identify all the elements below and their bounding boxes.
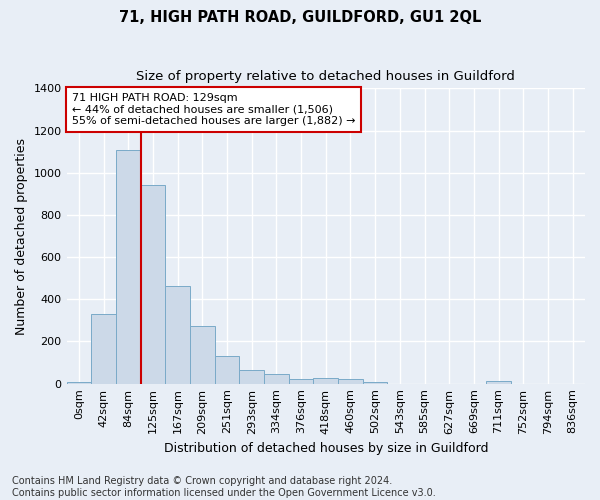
Bar — [67, 382, 91, 384]
Bar — [215, 356, 239, 384]
Text: Contains HM Land Registry data © Crown copyright and database right 2024.
Contai: Contains HM Land Registry data © Crown c… — [12, 476, 436, 498]
Bar — [190, 326, 215, 384]
Bar — [91, 314, 116, 384]
Text: 71, HIGH PATH ROAD, GUILDFORD, GU1 2QL: 71, HIGH PATH ROAD, GUILDFORD, GU1 2QL — [119, 10, 481, 25]
Text: 71 HIGH PATH ROAD: 129sqm
← 44% of detached houses are smaller (1,506)
55% of se: 71 HIGH PATH ROAD: 129sqm ← 44% of detac… — [72, 93, 355, 126]
Bar — [289, 380, 313, 384]
Bar — [140, 186, 165, 384]
Bar — [165, 286, 190, 384]
Bar — [338, 380, 363, 384]
Bar — [116, 150, 140, 384]
Bar — [486, 380, 511, 384]
Bar — [363, 382, 388, 384]
Bar — [313, 378, 338, 384]
Y-axis label: Number of detached properties: Number of detached properties — [15, 138, 28, 334]
Title: Size of property relative to detached houses in Guildford: Size of property relative to detached ho… — [136, 70, 515, 83]
Bar — [239, 370, 264, 384]
Bar — [264, 374, 289, 384]
X-axis label: Distribution of detached houses by size in Guildford: Distribution of detached houses by size … — [164, 442, 488, 455]
